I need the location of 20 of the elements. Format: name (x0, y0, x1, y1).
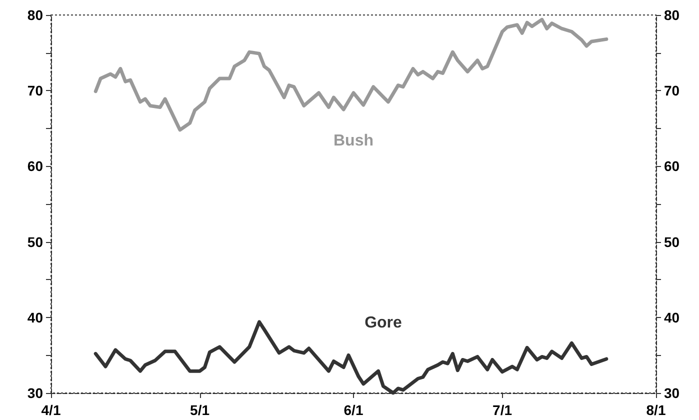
line-series (94, 18, 608, 132)
x-tick-label: 4/1 (41, 402, 61, 418)
y-tick-label: 60 (27, 158, 44, 174)
y-tick-label: 70 (27, 82, 44, 99)
y2-tick-label: 40 (664, 309, 680, 326)
series-label: Gore (364, 314, 402, 332)
series-label: Bush (334, 132, 374, 150)
y2-tick-label: 30 (664, 385, 680, 401)
x-tick-label: 6/1 (344, 402, 364, 418)
x-tick-label: 5/1 (190, 402, 210, 418)
x-tick-label: 7/1 (492, 402, 512, 418)
x-tick-label: 8/1 (646, 402, 666, 418)
y2-tick-label: 50 (664, 234, 680, 250)
y2-tick-label: 60 (664, 158, 680, 174)
y-tick-label: 80 (27, 7, 44, 23)
y-tick-label: 40 (27, 309, 44, 326)
y2-tick-label: 70 (664, 82, 680, 99)
y-tick-label: 50 (27, 234, 44, 250)
y-tick-label: 30 (27, 385, 44, 401)
y2-tick-label: 80 (664, 7, 680, 23)
